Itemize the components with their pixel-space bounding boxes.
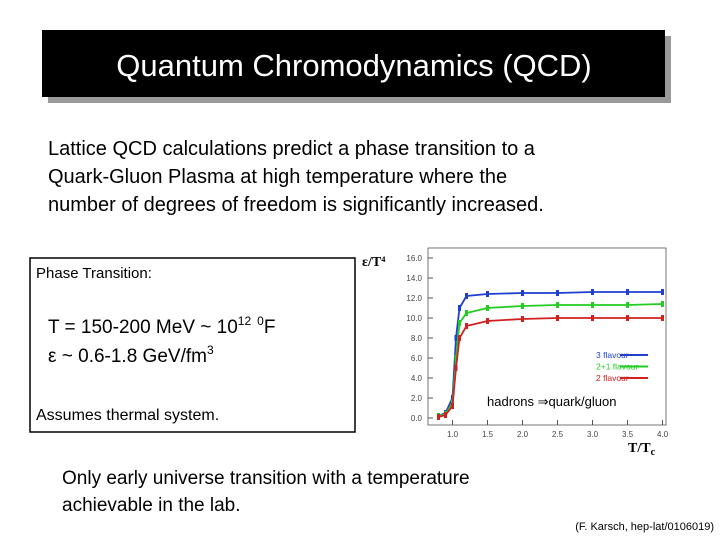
- sup: 3: [207, 343, 214, 357]
- x-tick-label: 1.5: [482, 430, 494, 439]
- sup: 0: [257, 314, 264, 328]
- data-point: [556, 302, 559, 308]
- y-axis-label: ε/T⁴: [362, 255, 386, 270]
- data-point: [556, 315, 559, 321]
- title: Quantum Chromodynamics (QCD): [116, 48, 591, 83]
- data-point: [521, 316, 524, 322]
- y-tick-label: 4.0: [411, 374, 423, 383]
- sup: 12: [238, 314, 252, 328]
- data-point: [626, 302, 629, 308]
- data-point: [661, 289, 664, 295]
- data-point: [454, 365, 458, 371]
- data-point: [454, 335, 458, 341]
- data-point: [437, 414, 440, 420]
- data-point: [458, 335, 461, 341]
- x-tick-label: 3.0: [587, 430, 599, 439]
- data-point: [458, 320, 461, 326]
- y-tick-label: 8.0: [411, 334, 423, 343]
- conclusion-line: Only early universe transition with a te…: [62, 468, 470, 489]
- data-point: [626, 289, 629, 295]
- text: F: [264, 317, 276, 338]
- x-axis-label-sub: c: [651, 447, 656, 458]
- plot-frame: [427, 247, 667, 426]
- legend-label: 2 flavour: [596, 373, 629, 383]
- data-point: [626, 315, 629, 321]
- box-note: Assumes thermal system.: [36, 407, 219, 424]
- text: T = 150-200 MeV ~ 10: [48, 317, 238, 338]
- plot: 0.0 2.0 4.0 6.0 8.0 10.0 12.0 14.0 16.0 1.0 1.5 2.0…: [362, 247, 669, 458]
- data-point: [451, 403, 454, 409]
- y-tick-label: 0.0: [411, 414, 423, 423]
- data-point: [486, 291, 489, 297]
- x-tick-label: 1.0: [447, 430, 459, 439]
- intro-line: Quark-Gluon Plasma at high temperature w…: [48, 166, 507, 188]
- data-point: [444, 412, 447, 418]
- data-point: [454, 355, 458, 361]
- x-axis-label-main: T/T: [628, 441, 651, 456]
- y-tick-label: 16.0: [406, 254, 422, 263]
- data-point: [465, 293, 468, 299]
- legend-label: 3 flavour: [596, 350, 629, 360]
- box-line: ε ~ 0.6-1.8 GeV/fm3: [48, 343, 214, 367]
- data-point: [486, 318, 489, 324]
- conclusion-line: achievable in the lab.: [62, 495, 241, 516]
- y-tick-label: 10.0: [406, 314, 422, 323]
- data-point: [521, 290, 524, 296]
- data-point: [465, 323, 468, 329]
- citation: (F. Karsch, hep-lat/0106019): [575, 521, 714, 533]
- data-point: [591, 289, 594, 295]
- data-point: [661, 315, 664, 321]
- data-point: [661, 301, 664, 307]
- data-point: [465, 310, 468, 316]
- y-tick-label: 12.0: [406, 294, 422, 303]
- intro-line: number of degrees of freedom is signific…: [48, 194, 544, 216]
- y-tick-label: 6.0: [411, 354, 423, 363]
- data-point: [521, 303, 524, 309]
- x-tick-label: 2.0: [517, 430, 529, 439]
- data-point: [591, 302, 594, 308]
- data-point: [458, 305, 461, 311]
- y-tick-label: 14.0: [406, 274, 422, 283]
- title-box: [42, 30, 665, 97]
- x-axis-label: T/Tc: [628, 441, 656, 458]
- y-tick-label: 2.0: [411, 394, 423, 403]
- x-tick-label: 2.5: [552, 430, 564, 439]
- data-point: [556, 290, 559, 296]
- info-box: [29, 257, 356, 433]
- x-tick-label: 4.0: [657, 430, 669, 439]
- data-point: [486, 305, 489, 311]
- text: ε ~ 0.6-1.8 GeV/fm: [48, 346, 207, 367]
- legend-label: 2+1 flavour: [596, 362, 638, 372]
- annotation: hadrons ⇒quark/gluon: [487, 394, 616, 409]
- data-point: [591, 315, 594, 321]
- x-tick-label: 3.5: [622, 430, 634, 439]
- intro-line: Lattice QCD calculations predict a phase…: [48, 138, 536, 160]
- box-line: T = 150-200 MeV ~ 1012 0F: [48, 314, 275, 338]
- box-heading: Phase Transition:: [36, 265, 152, 282]
